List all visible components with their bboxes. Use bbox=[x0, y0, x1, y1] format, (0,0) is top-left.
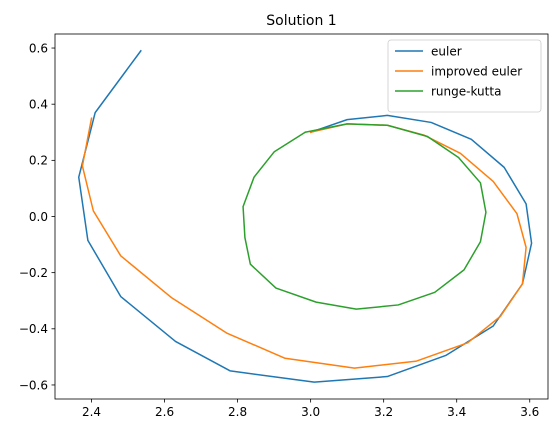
y-tick-label: 0.6 bbox=[29, 41, 48, 55]
series-line-improved-euler bbox=[81, 117, 527, 369]
x-tick-label: 3.6 bbox=[520, 405, 539, 419]
y-tick-label: 0.2 bbox=[29, 154, 48, 168]
y-tick-label: −0.2 bbox=[19, 266, 48, 280]
legend-label: runge-kutta bbox=[431, 84, 501, 98]
x-tick-label: 2.8 bbox=[228, 405, 247, 419]
x-tick-label: 2.4 bbox=[82, 405, 101, 419]
y-tick-label: 0.4 bbox=[29, 97, 48, 111]
series-layer bbox=[77, 49, 533, 383]
y-tick-label: −0.6 bbox=[19, 378, 48, 392]
legend: euler improved euler runge-kutta bbox=[387, 39, 542, 113]
y-tick-label: −0.4 bbox=[19, 322, 48, 336]
chart-title: Solution 1 bbox=[266, 13, 336, 29]
legend-label: improved euler bbox=[431, 64, 522, 78]
x-tick-label: 3.0 bbox=[301, 405, 320, 419]
legend-box bbox=[387, 39, 542, 113]
y-tick-label: 0.0 bbox=[29, 210, 48, 224]
x-tick-label: 3.4 bbox=[447, 405, 466, 419]
x-tick-label: 3.2 bbox=[374, 405, 393, 419]
axes-layer: 2.4 2.6 2.8 3.0 3.2 3.4 3.6 −0.6 −0.4 −0.2 0.0 0.2 0… bbox=[19, 33, 549, 419]
legend-label: euler bbox=[431, 44, 462, 58]
x-tick-label: 2.6 bbox=[155, 405, 174, 419]
series-line-runge-kutta bbox=[242, 123, 487, 310]
